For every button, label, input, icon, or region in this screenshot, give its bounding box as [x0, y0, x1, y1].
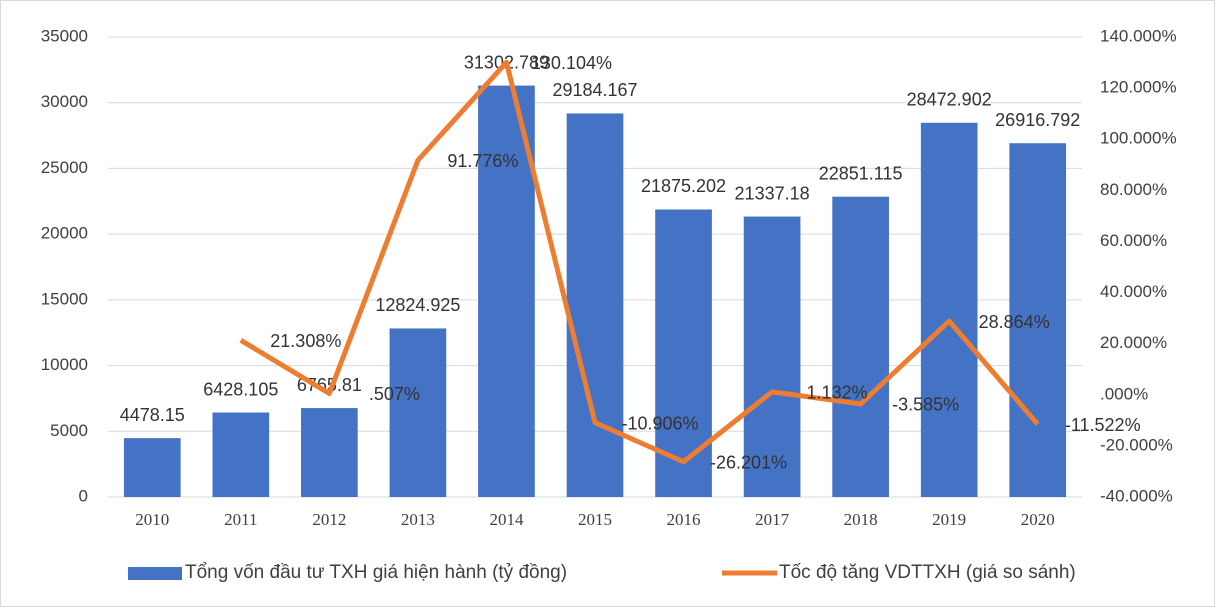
x-tick-label: 2019 [932, 510, 966, 529]
line-label: 91.776% [447, 151, 518, 171]
y-tick-label: 15000 [41, 289, 88, 308]
line-label: 21.308% [270, 331, 341, 351]
y2-tick-label: -20.000% [1100, 435, 1173, 454]
bar [123, 438, 181, 497]
line-label: .507% [369, 384, 420, 404]
x-tick-label: 2010 [135, 510, 169, 529]
line-label: -10.906% [621, 413, 698, 433]
bar-label: 12824.925 [375, 295, 460, 315]
x-tick-label: 2014 [489, 510, 524, 529]
y2-tick-label: 20.000% [1100, 333, 1167, 352]
bar-label: 28472.902 [907, 90, 992, 110]
x-tick-label: 2011 [224, 510, 257, 529]
y2-tick-label: 120.000% [1100, 78, 1177, 97]
line-label: -11.522% [1065, 415, 1141, 435]
y-tick-label: 30000 [41, 92, 88, 111]
bar-label: 6765.81 [297, 375, 362, 395]
bar [743, 216, 801, 498]
bar [389, 328, 447, 497]
line-label: 130.104% [531, 53, 612, 73]
line-label: 1.132% [807, 383, 868, 403]
x-tick-label: 2015 [578, 510, 612, 529]
line-label: -3.585% [892, 395, 959, 415]
line-label: -26.201% [710, 452, 787, 472]
x-tick-label: 2012 [312, 510, 346, 529]
y2-tick-label: 40.000% [1100, 282, 1167, 301]
y2-tick-label: 100.000% [1100, 129, 1177, 148]
bar [832, 196, 889, 497]
bar-label: 6428.105 [203, 379, 278, 399]
line-label: 28.864% [979, 312, 1050, 332]
y-tick-label: 5000 [50, 421, 88, 440]
legend-label: Tốc độ tăng VDTTXH (giá so sánh) [779, 562, 1076, 583]
x-tick-label: 2018 [844, 510, 878, 529]
line [239, 59, 1040, 465]
x-tick-label: 2020 [1021, 510, 1055, 529]
bar-label: 21337.18 [735, 183, 810, 203]
bar-label: 29184.167 [552, 80, 637, 100]
x-tick-label: 2013 [401, 510, 435, 529]
y-tick-label: 10000 [41, 355, 88, 374]
y2-tick-label: 80.000% [1100, 180, 1167, 199]
bar [478, 85, 535, 497]
bar-label: 4478.15 [120, 405, 185, 425]
x-tick-label: 2017 [755, 510, 790, 529]
y2-tick-label: .000% [1100, 384, 1148, 403]
y2-tick-label: 140.000% [1100, 26, 1177, 45]
x-tick-label: 2016 [667, 510, 701, 529]
legend-swatch [128, 567, 182, 580]
y-tick-label: 0 [79, 486, 88, 505]
y2-tick-label: -40.000% [1100, 486, 1173, 505]
bar-label: 21875.202 [641, 176, 726, 196]
legend-label: Tổng vốn đầu tư TXH giá hiện hành (tỷ đồ… [185, 562, 567, 583]
bar [1009, 143, 1067, 497]
y-tick-label: 20000 [41, 224, 88, 243]
bar [212, 412, 270, 497]
y-tick-label: 25000 [41, 158, 88, 177]
y-tick-label: 35000 [41, 26, 88, 45]
bar [566, 113, 624, 498]
bar-label: 22851.115 [819, 163, 903, 183]
bar [920, 122, 978, 497]
bar [301, 408, 358, 497]
bar-label: 26916.792 [995, 110, 1080, 130]
y2-tick-label: 60.000% [1100, 231, 1167, 250]
